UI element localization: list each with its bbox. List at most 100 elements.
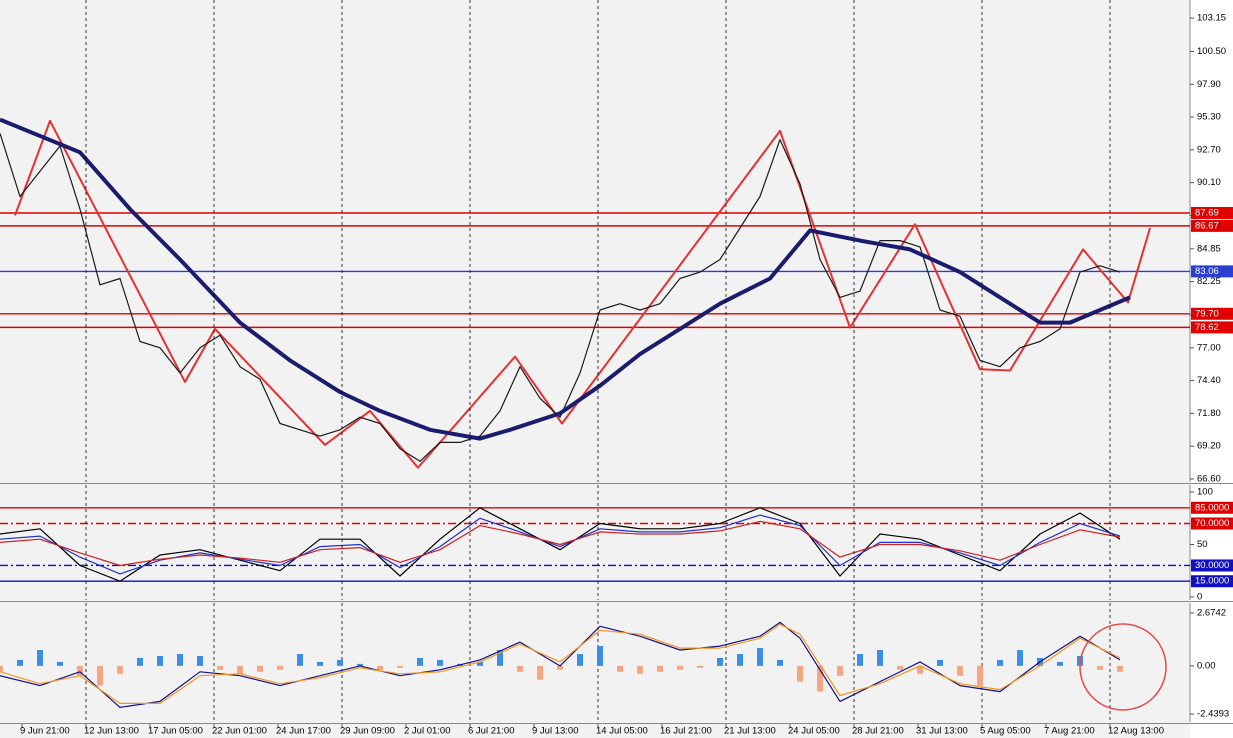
histogram-bar xyxy=(17,659,23,666)
series-line xyxy=(0,623,1121,704)
highlight-circle xyxy=(1079,623,1167,711)
x-tick-label: 17 Jun 05:00 xyxy=(148,726,203,737)
histogram-bar xyxy=(917,665,923,674)
histogram-bar xyxy=(797,665,803,682)
x-tick-label: 28 Jul 21:00 xyxy=(852,726,904,737)
y-tick-label: 69.20 xyxy=(1197,441,1221,452)
histogram-bar xyxy=(177,654,183,666)
level-label-box xyxy=(1191,559,1233,572)
histogram-bar xyxy=(397,665,403,668)
histogram-bar xyxy=(317,661,323,666)
histogram-bar xyxy=(877,650,883,666)
histogram-bar xyxy=(1017,650,1023,666)
y-tick-label: 97.90 xyxy=(1197,79,1221,90)
histogram-bar xyxy=(1057,661,1063,666)
x-tick-label: 29 Jun 09:00 xyxy=(340,726,395,737)
histogram-bar xyxy=(217,665,223,670)
level-label: 15.0000 xyxy=(1195,576,1229,587)
series-line xyxy=(14,119,1151,469)
level-label: 70.0000 xyxy=(1195,518,1229,529)
histogram-bar xyxy=(497,650,503,666)
histogram-bar xyxy=(337,659,343,666)
x-tick-label: 24 Jun 17:00 xyxy=(276,726,331,737)
y-tick-label: 77.00 xyxy=(1197,342,1221,353)
histogram-bar xyxy=(617,665,623,672)
series-line xyxy=(0,133,1121,462)
histogram-bar xyxy=(257,665,263,672)
histogram-bar xyxy=(117,665,123,674)
series-line xyxy=(0,507,1121,582)
x-tick-label: 9 Jun 21:00 xyxy=(20,726,70,737)
histogram-bar xyxy=(777,659,783,666)
x-tick-label: 14 Jul 05:00 xyxy=(596,726,648,737)
histogram-bar xyxy=(577,654,583,666)
histogram-bar xyxy=(557,665,563,670)
series-line xyxy=(0,117,1131,441)
histogram-bar xyxy=(717,657,723,666)
level-label-box xyxy=(1191,307,1233,320)
histogram-bar xyxy=(37,650,43,666)
histogram-bar xyxy=(157,655,163,666)
y-tick-label: 84.85 xyxy=(1197,243,1221,254)
series-line xyxy=(0,520,1121,567)
y-tick-label: 74.40 xyxy=(1197,375,1221,386)
histogram-bar xyxy=(517,665,523,672)
histogram-bar xyxy=(977,665,983,686)
level-label: 83.06 xyxy=(1195,266,1219,277)
x-tick-label: 9 Jul 13:00 xyxy=(532,726,578,737)
level-label-box xyxy=(1191,207,1233,220)
histogram-bar xyxy=(537,665,543,680)
level-label: 30.0000 xyxy=(1195,560,1229,571)
level-label-box xyxy=(1191,321,1233,334)
level-label-box xyxy=(1191,219,1233,232)
x-tick-label: 31 Jul 13:00 xyxy=(916,726,968,737)
histogram-bar xyxy=(197,655,203,666)
x-tick-label: 22 Jun 01:00 xyxy=(212,726,267,737)
y-tick-label: 103.15 xyxy=(1197,13,1226,24)
histogram-bar xyxy=(837,665,843,676)
histogram-bar xyxy=(1097,665,1103,670)
x-tick-label: 7 Aug 21:00 xyxy=(1044,726,1095,737)
level-label-box xyxy=(1191,575,1233,588)
histogram-bar xyxy=(477,661,483,666)
x-tick-label: 2 Jul 01:00 xyxy=(404,726,450,737)
y-tick-label: 2.6742 xyxy=(1197,608,1226,619)
histogram-bar xyxy=(957,665,963,676)
histogram-bar xyxy=(77,665,83,676)
histogram-bar xyxy=(897,665,903,670)
y-tick-label: -2.4393 xyxy=(1197,709,1229,720)
y-tick-label: 100.50 xyxy=(1197,46,1226,57)
histogram-bar xyxy=(237,665,243,674)
histogram-bar xyxy=(377,665,383,670)
x-tick-label: 6 Jul 21:00 xyxy=(468,726,514,737)
histogram-bar xyxy=(437,659,443,666)
histogram-bar xyxy=(417,657,423,666)
y-tick-label: 100 xyxy=(1197,487,1213,498)
y-tick-label: 0 xyxy=(1197,591,1202,602)
y-tick-label: 92.70 xyxy=(1197,144,1221,155)
level-label: 78.62 xyxy=(1195,322,1219,333)
level-label: 79.70 xyxy=(1195,308,1219,319)
x-tick-label: 24 Jul 05:00 xyxy=(788,726,840,737)
x-tick-label: 12 Aug 13:00 xyxy=(1108,726,1164,737)
histogram-bar xyxy=(737,654,743,666)
y-tick-label: 50 xyxy=(1197,539,1208,550)
histogram-bar xyxy=(857,654,863,666)
y-tick-label: 71.80 xyxy=(1197,408,1221,419)
y-tick-label: 90.10 xyxy=(1197,177,1221,188)
level-label-box xyxy=(1191,501,1233,514)
histogram-bar xyxy=(297,654,303,666)
level-label: 86.67 xyxy=(1195,220,1219,231)
x-tick-label: 16 Jul 21:00 xyxy=(660,726,712,737)
level-label: 87.69 xyxy=(1195,208,1219,219)
histogram-bar xyxy=(817,665,823,692)
x-tick-label: 21 Jul 13:00 xyxy=(724,726,776,737)
level-label: 85.0000 xyxy=(1195,502,1229,513)
y-tick-label: 0.00 xyxy=(1197,660,1216,671)
histogram-bar xyxy=(637,665,643,674)
histogram-bar xyxy=(1117,665,1123,672)
histogram-bar xyxy=(677,665,683,670)
histogram-bar xyxy=(57,661,63,666)
y-tick-label: 66.60 xyxy=(1197,473,1221,484)
